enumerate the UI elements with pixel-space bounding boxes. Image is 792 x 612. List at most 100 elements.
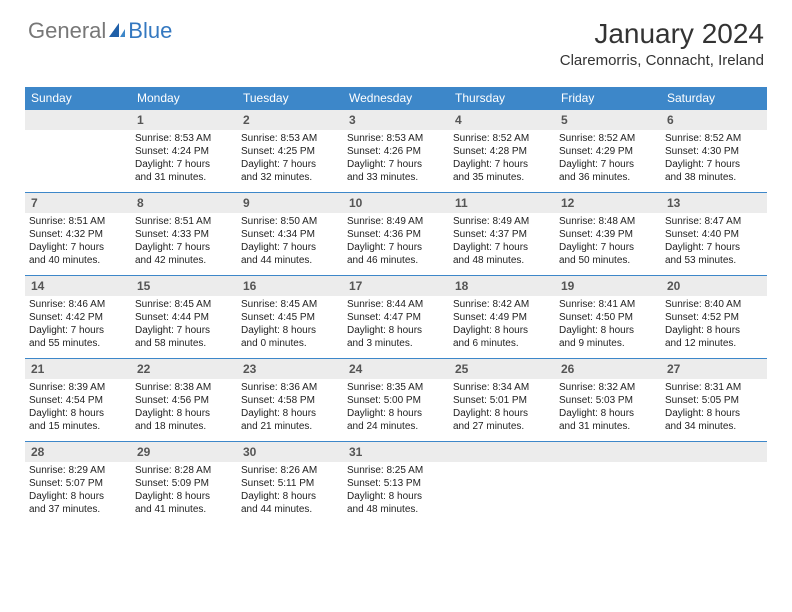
weekday-header: Tuesday <box>237 87 343 110</box>
day-detail-line: and 15 minutes. <box>29 420 127 433</box>
day-details: Sunrise: 8:48 AMSunset: 4:39 PMDaylight:… <box>555 213 661 275</box>
logo-text-1: General <box>28 18 106 44</box>
day-number: 25 <box>449 359 555 379</box>
day-detail-line: Sunrise: 8:29 AM <box>29 464 127 477</box>
day-detail-line: Sunrise: 8:28 AM <box>135 464 233 477</box>
day-detail-line: and 55 minutes. <box>29 337 127 350</box>
day-number: 18 <box>449 276 555 296</box>
day-detail-line: Sunset: 4:39 PM <box>559 228 657 241</box>
day-detail-line: Daylight: 7 hours <box>453 241 551 254</box>
day-number: 27 <box>661 359 767 379</box>
day-detail-line: Daylight: 7 hours <box>135 241 233 254</box>
day-detail-line: Sunset: 5:11 PM <box>241 477 339 490</box>
calendar-day-cell: 14Sunrise: 8:46 AMSunset: 4:42 PMDayligh… <box>25 276 131 359</box>
day-number: 26 <box>555 359 661 379</box>
day-detail-line: Daylight: 8 hours <box>347 490 445 503</box>
day-number: 30 <box>237 442 343 462</box>
day-number: 10 <box>343 193 449 213</box>
day-detail-line: and 48 minutes. <box>347 503 445 516</box>
day-details: Sunrise: 8:25 AMSunset: 5:13 PMDaylight:… <box>343 462 449 524</box>
day-detail-line: Sunset: 4:45 PM <box>241 311 339 324</box>
day-detail-line: Sunrise: 8:25 AM <box>347 464 445 477</box>
day-number: 11 <box>449 193 555 213</box>
day-detail-line: Sunset: 4:24 PM <box>135 145 233 158</box>
calendar-day-cell: 7Sunrise: 8:51 AMSunset: 4:32 PMDaylight… <box>25 193 131 276</box>
logo-sail-icon <box>107 21 127 41</box>
day-number: 31 <box>343 442 449 462</box>
calendar-day-cell: 27Sunrise: 8:31 AMSunset: 5:05 PMDayligh… <box>661 359 767 442</box>
day-number <box>449 442 555 462</box>
calendar-week-row: 21Sunrise: 8:39 AMSunset: 4:54 PMDayligh… <box>25 359 767 442</box>
day-detail-line: Sunrise: 8:45 AM <box>135 298 233 311</box>
calendar-day-cell <box>25 110 131 193</box>
calendar-day-cell: 28Sunrise: 8:29 AMSunset: 5:07 PMDayligh… <box>25 442 131 525</box>
calendar-week-row: 7Sunrise: 8:51 AMSunset: 4:32 PMDaylight… <box>25 193 767 276</box>
day-detail-line: Sunset: 4:54 PM <box>29 394 127 407</box>
calendar-day-cell: 31Sunrise: 8:25 AMSunset: 5:13 PMDayligh… <box>343 442 449 525</box>
day-number: 17 <box>343 276 449 296</box>
day-detail-line: and 35 minutes. <box>453 171 551 184</box>
day-detail-line: Sunset: 4:36 PM <box>347 228 445 241</box>
day-detail-line: and 37 minutes. <box>29 503 127 516</box>
day-details <box>449 462 555 520</box>
calendar-day-cell: 21Sunrise: 8:39 AMSunset: 4:54 PMDayligh… <box>25 359 131 442</box>
logo: General Blue <box>28 18 172 44</box>
day-number: 2 <box>237 110 343 130</box>
day-details: Sunrise: 8:29 AMSunset: 5:07 PMDaylight:… <box>25 462 131 524</box>
calendar-day-cell: 23Sunrise: 8:36 AMSunset: 4:58 PMDayligh… <box>237 359 343 442</box>
day-detail-line: and 42 minutes. <box>135 254 233 267</box>
calendar-day-cell: 19Sunrise: 8:41 AMSunset: 4:50 PMDayligh… <box>555 276 661 359</box>
day-details: Sunrise: 8:42 AMSunset: 4:49 PMDaylight:… <box>449 296 555 358</box>
day-detail-line: Sunrise: 8:32 AM <box>559 381 657 394</box>
day-details <box>555 462 661 520</box>
calendar-day-cell: 18Sunrise: 8:42 AMSunset: 4:49 PMDayligh… <box>449 276 555 359</box>
day-detail-line: and 50 minutes. <box>559 254 657 267</box>
day-number: 14 <box>25 276 131 296</box>
calendar-day-cell: 4Sunrise: 8:52 AMSunset: 4:28 PMDaylight… <box>449 110 555 193</box>
day-detail-line: and 24 minutes. <box>347 420 445 433</box>
day-detail-line: Sunrise: 8:39 AM <box>29 381 127 394</box>
day-detail-line: and 33 minutes. <box>347 171 445 184</box>
day-detail-line: Sunset: 4:29 PM <box>559 145 657 158</box>
day-detail-line: Daylight: 8 hours <box>453 324 551 337</box>
day-details: Sunrise: 8:45 AMSunset: 4:44 PMDaylight:… <box>131 296 237 358</box>
calendar-day-cell: 29Sunrise: 8:28 AMSunset: 5:09 PMDayligh… <box>131 442 237 525</box>
calendar-day-cell: 15Sunrise: 8:45 AMSunset: 4:44 PMDayligh… <box>131 276 237 359</box>
day-detail-line: Daylight: 7 hours <box>135 158 233 171</box>
day-detail-line: Sunrise: 8:52 AM <box>665 132 763 145</box>
weekday-header: Saturday <box>661 87 767 110</box>
day-detail-line: Sunset: 4:34 PM <box>241 228 339 241</box>
calendar-week-row: 1Sunrise: 8:53 AMSunset: 4:24 PMDaylight… <box>25 110 767 193</box>
day-details: Sunrise: 8:51 AMSunset: 4:33 PMDaylight:… <box>131 213 237 275</box>
calendar-day-cell: 16Sunrise: 8:45 AMSunset: 4:45 PMDayligh… <box>237 276 343 359</box>
calendar-week-row: 28Sunrise: 8:29 AMSunset: 5:07 PMDayligh… <box>25 442 767 525</box>
day-detail-line: Daylight: 8 hours <box>347 407 445 420</box>
day-detail-line: Sunset: 4:37 PM <box>453 228 551 241</box>
calendar-day-cell: 2Sunrise: 8:53 AMSunset: 4:25 PMDaylight… <box>237 110 343 193</box>
day-detail-line: Sunset: 5:03 PM <box>559 394 657 407</box>
day-detail-line: Sunrise: 8:53 AM <box>347 132 445 145</box>
day-detail-line: Daylight: 8 hours <box>453 407 551 420</box>
day-detail-line: Sunset: 4:28 PM <box>453 145 551 158</box>
day-detail-line: Sunrise: 8:46 AM <box>29 298 127 311</box>
day-detail-line: Daylight: 8 hours <box>29 490 127 503</box>
day-number: 6 <box>661 110 767 130</box>
calendar-day-cell: 30Sunrise: 8:26 AMSunset: 5:11 PMDayligh… <box>237 442 343 525</box>
day-detail-line: Sunset: 4:50 PM <box>559 311 657 324</box>
day-detail-line: Sunrise: 8:40 AM <box>665 298 763 311</box>
day-number: 8 <box>131 193 237 213</box>
day-detail-line: Sunset: 4:52 PM <box>665 311 763 324</box>
day-number <box>555 442 661 462</box>
day-detail-line: and 0 minutes. <box>241 337 339 350</box>
day-detail-line: Sunset: 5:01 PM <box>453 394 551 407</box>
day-number <box>25 110 131 130</box>
day-detail-line: Sunset: 4:44 PM <box>135 311 233 324</box>
day-detail-line: Daylight: 7 hours <box>29 324 127 337</box>
calendar-day-cell: 8Sunrise: 8:51 AMSunset: 4:33 PMDaylight… <box>131 193 237 276</box>
day-number: 7 <box>25 193 131 213</box>
weekday-header: Wednesday <box>343 87 449 110</box>
calendar-day-cell: 17Sunrise: 8:44 AMSunset: 4:47 PMDayligh… <box>343 276 449 359</box>
day-detail-line: Daylight: 8 hours <box>135 490 233 503</box>
day-detail-line: Sunrise: 8:44 AM <box>347 298 445 311</box>
calendar-day-cell: 9Sunrise: 8:50 AMSunset: 4:34 PMDaylight… <box>237 193 343 276</box>
